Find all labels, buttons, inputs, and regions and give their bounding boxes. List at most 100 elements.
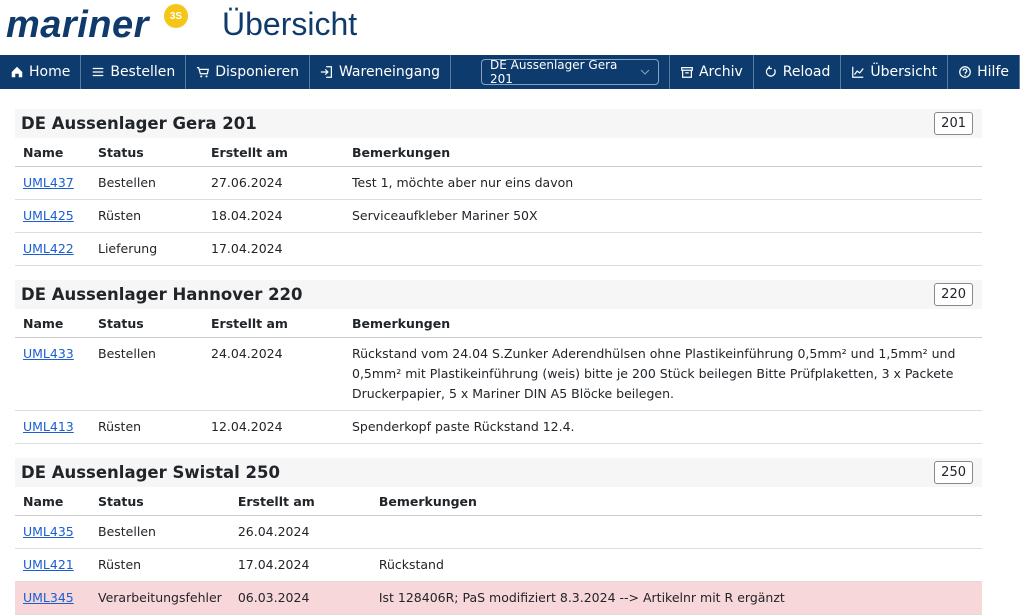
content: DE Aussenlager Gera 201 201 Name Status Erst… <box>0 89 1020 615</box>
header-row: Name Status Erstellt am Bemerkungen <box>15 138 982 167</box>
section-badge: 250 <box>934 461 973 484</box>
cell: UML433 <box>15 337 90 411</box>
cell: 17.04.2024 <box>203 232 344 266</box>
cell: 18.04.2024 <box>203 199 344 233</box>
order-link[interactable]: UML421 <box>23 557 74 572</box>
section: DE Aussenlager Hannover 220 220 Name Status… <box>15 280 982 444</box>
cell: Rüsten <box>90 548 230 582</box>
column-header: Status <box>90 309 203 338</box>
cell: 06.03.2024 <box>229 581 371 615</box>
nav-icon <box>320 66 332 78</box>
order-link[interactable]: UML437 <box>23 175 74 190</box>
column-header: Bemerkungen <box>344 309 982 338</box>
column-header: Erstellt am <box>203 138 344 167</box>
section: DE Aussenlager Swistal 250 250 Name Status E… <box>15 458 982 615</box>
nav-label: Hilfe <box>977 64 1009 80</box>
cell: Test 1, möchte aber nur eins davon <box>344 166 982 200</box>
nav-item[interactable]: Archiv <box>670 55 754 89</box>
order-link[interactable]: UML413 <box>23 419 74 434</box>
cell: Rückstand vom 24.04 S.Zunker Aderendhüls… <box>344 337 982 411</box>
cell: UML435 <box>15 515 90 549</box>
order-link[interactable]: UML435 <box>23 524 74 539</box>
nav-bar: Home Bestellen Disponieren Wareneingang DE A… <box>0 55 1020 89</box>
cell: UML345 <box>15 581 90 615</box>
cell: UML425 <box>15 199 90 233</box>
nav-icon <box>852 66 865 78</box>
order-row: UML433 Bestellen 24.04.2024 Rückstand vom 2… <box>15 337 982 411</box>
nav-icon <box>11 66 23 78</box>
nav-icon <box>197 67 210 78</box>
cell: Serviceaufkleber Mariner 50X <box>344 199 982 233</box>
nav-item[interactable]: Disponieren <box>186 55 310 89</box>
nav-label: Wareneingang <box>338 64 441 80</box>
cell: Rüsten <box>90 410 203 444</box>
order-table: Name Status Erstellt am Bemerkungen UML437 Be… <box>15 138 982 266</box>
column-header: Name <box>15 487 90 516</box>
location-label: DE Aussenlager Gera 201 <box>490 58 618 86</box>
cell: Rüsten <box>90 199 203 233</box>
nav-icon <box>959 66 972 78</box>
cell: Ist 128406R; PaS modifiziert 8.3.2024 --… <box>370 581 982 615</box>
column-header: Status <box>90 487 230 516</box>
nav-item[interactable]: Übersicht <box>841 55 949 89</box>
header: mariner 3S Übersicht <box>0 0 1020 55</box>
cell: UML413 <box>15 410 90 444</box>
nav-item[interactable]: Hilfe <box>948 55 1020 89</box>
nav-label: Reload <box>782 64 831 80</box>
order-row: UML425 Rüsten 18.04.2024 Serviceaufkleber M… <box>15 199 982 233</box>
nav-item[interactable]: Wareneingang <box>310 55 452 89</box>
order-link[interactable]: UML422 <box>23 241 74 256</box>
order-table: Name Status Erstellt am Bemerkungen UML433 Be… <box>15 309 982 444</box>
order-table: Name Status Erstellt am Bemerkungen UML435 Be… <box>15 487 982 615</box>
column-header: Name <box>15 138 90 167</box>
nav-label: Archiv <box>698 64 743 80</box>
cell: 12.04.2024 <box>203 410 344 444</box>
cell: 17.04.2024 <box>229 548 371 582</box>
section-title: DE Aussenlager Gera 201 201 <box>15 109 982 138</box>
section-name: DE Aussenlager Swistal 250 <box>21 463 280 482</box>
header-row: Name Status Erstellt am Bemerkungen <box>15 309 982 338</box>
location-select[interactable]: DE Aussenlager Gera 201 <box>481 58 659 86</box>
section-badge: 201 <box>934 112 973 135</box>
cell: UML437 <box>15 166 90 200</box>
cell: UML422 <box>15 232 90 266</box>
nav-item[interactable]: Reload <box>754 55 842 89</box>
nav-icon <box>681 67 693 78</box>
section-title: DE Aussenlager Hannover 220 220 <box>15 280 982 309</box>
nav-item[interactable]: Bestellen <box>81 55 187 89</box>
column-header: Bemerkungen <box>344 138 982 167</box>
order-row: UML437 Bestellen 27.06.2024 Test 1, möchte … <box>15 166 982 200</box>
order-row: UML421 Rüsten 17.04.2024 Rückstand <box>15 548 982 582</box>
order-link[interactable]: UML433 <box>23 346 74 361</box>
cell <box>370 515 982 549</box>
nav-label: Home <box>29 64 71 80</box>
order-row: UML435 Bestellen 26.04.2024 <box>15 515 982 549</box>
cell: 24.04.2024 <box>203 337 344 411</box>
cell: UML421 <box>15 548 90 582</box>
column-header: Erstellt am <box>229 487 371 516</box>
order-link[interactable]: UML345 <box>23 590 74 605</box>
column-header: Status <box>90 138 203 167</box>
cell: Bestellen <box>90 515 230 549</box>
nav-item[interactable]: Home <box>0 55 82 89</box>
cell: 27.06.2024 <box>203 166 344 200</box>
logo-badge: 3S <box>164 4 188 28</box>
column-header: Bemerkungen <box>370 487 982 516</box>
cell: Rückstand <box>370 548 982 582</box>
nav-label: Übersicht <box>870 64 938 80</box>
page-title: Übersicht <box>222 6 358 42</box>
cell: Lieferung <box>90 232 203 266</box>
logo: mariner <box>6 4 149 46</box>
order-row: UML422 Lieferung 17.04.2024 <box>15 232 982 266</box>
cell: 26.04.2024 <box>229 515 371 549</box>
nav-label: Bestellen <box>110 64 176 80</box>
section-badge: 220 <box>934 283 973 306</box>
section-title: DE Aussenlager Swistal 250 250 <box>15 458 982 487</box>
order-row: UML345 Verarbeitungsfehler 06.03.2024 Ist 1… <box>15 581 982 615</box>
cell: Spenderkopf paste Rückstand 12.4. <box>344 410 982 444</box>
nav-separator <box>668 55 670 89</box>
order-link[interactable]: UML425 <box>23 208 74 223</box>
section-name: DE Aussenlager Hannover 220 <box>21 285 303 304</box>
cell: Bestellen <box>90 166 203 200</box>
